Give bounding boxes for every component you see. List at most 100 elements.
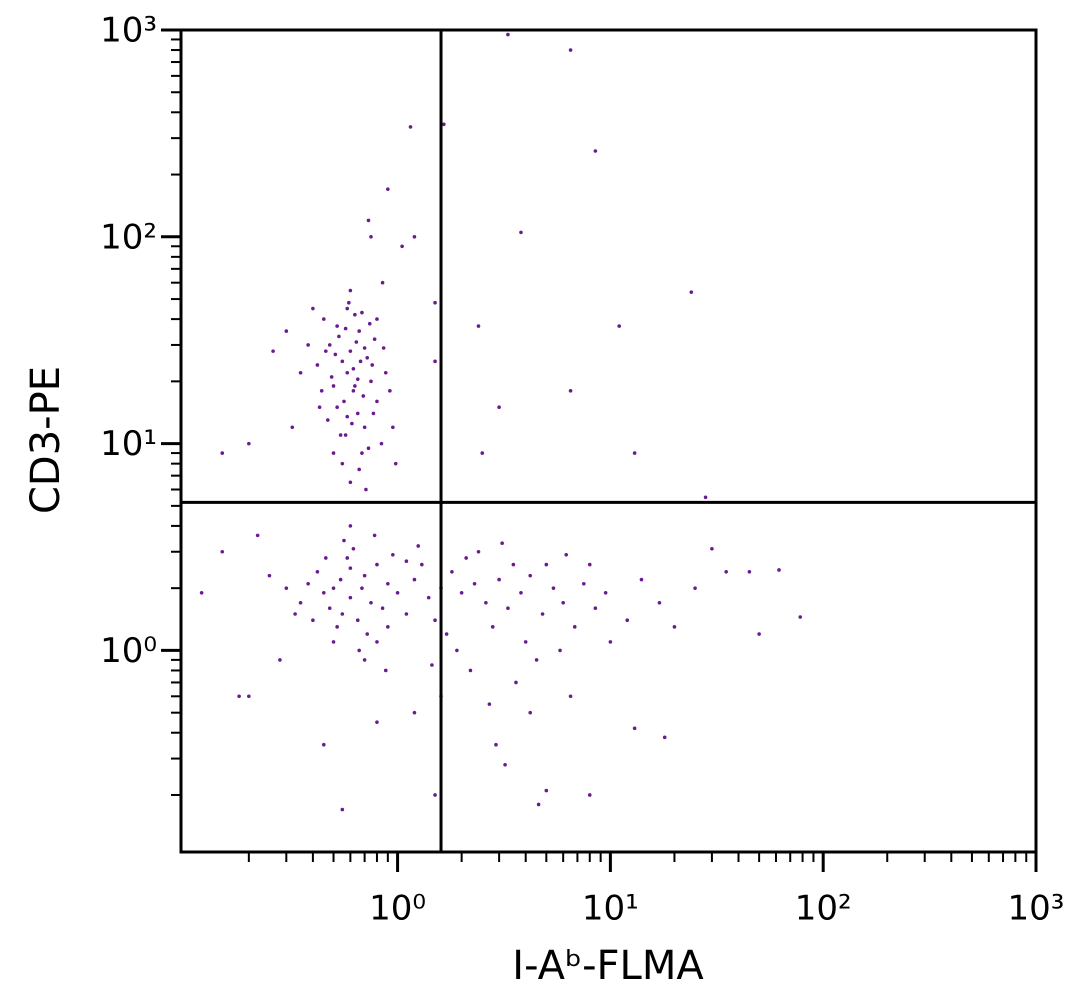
event-point (267, 573, 272, 578)
event-point (519, 230, 523, 235)
event-point (362, 346, 367, 350)
event-point (362, 658, 367, 662)
event-point (333, 352, 338, 357)
event-point (568, 48, 573, 52)
event-point (657, 600, 662, 605)
event-point (338, 577, 343, 582)
x-axis-label: I-Aᵇ-FLMA (512, 943, 704, 989)
event-point (383, 371, 388, 375)
event-point (278, 658, 282, 662)
event-point (587, 562, 592, 567)
event-point (662, 735, 667, 740)
event-point (329, 375, 334, 379)
event-point (514, 680, 518, 685)
event-point (357, 329, 361, 333)
event-point (237, 694, 241, 699)
event-point (357, 648, 361, 653)
event-point (503, 762, 507, 767)
event-point (433, 300, 437, 305)
event-point (338, 433, 343, 437)
event-point (348, 288, 353, 293)
event-point (327, 343, 332, 347)
event-point (247, 441, 251, 446)
event-point (348, 349, 353, 353)
x-tick-label: 10³ (1008, 889, 1065, 929)
event-point (351, 389, 356, 393)
event-point (365, 355, 370, 360)
event-point (315, 569, 320, 574)
event-point (360, 451, 364, 455)
event-point (360, 310, 364, 315)
event-point (528, 710, 533, 715)
event-point (534, 658, 539, 662)
event-point (366, 446, 371, 451)
event-point (404, 559, 409, 564)
event-point (331, 451, 336, 455)
x-tick-label: 10¹ (582, 889, 639, 929)
event-point (290, 425, 295, 430)
event-point (476, 324, 481, 328)
event-point (335, 625, 339, 629)
event-point (480, 451, 485, 455)
event-point (357, 467, 361, 472)
event-point (412, 710, 417, 715)
event-point (693, 586, 697, 590)
event-point (617, 324, 621, 328)
event-point (416, 544, 421, 548)
event-point (353, 384, 357, 388)
event-point (459, 590, 464, 595)
event-point (247, 694, 251, 699)
event-point (370, 363, 375, 367)
event-point (271, 349, 275, 353)
event-point (375, 640, 379, 644)
event-point (325, 418, 330, 422)
event-point (321, 590, 326, 595)
event-point (348, 566, 353, 570)
event-point (362, 573, 367, 578)
event-point (689, 290, 694, 294)
event-point (544, 788, 549, 793)
event-point (317, 405, 322, 409)
event-point (568, 389, 573, 393)
event-point (199, 590, 204, 595)
event-point (311, 306, 315, 311)
event-point (511, 562, 516, 567)
event-point (366, 218, 371, 223)
event-point (337, 334, 341, 339)
event-point (298, 371, 303, 375)
event-point (311, 618, 315, 623)
event-point (362, 425, 367, 430)
event-point (724, 569, 728, 574)
event-point (412, 235, 417, 239)
event-point (506, 32, 510, 37)
event-point (342, 399, 346, 404)
x-tick-label: 10² (795, 889, 852, 929)
event-point (340, 461, 345, 466)
event-point (433, 618, 437, 623)
event-point (587, 793, 592, 797)
event-point (777, 568, 781, 572)
event-point (350, 421, 354, 426)
event-point (455, 648, 459, 653)
event-point (348, 595, 353, 600)
event-point (404, 612, 409, 616)
event-point (632, 451, 637, 455)
event-point (335, 405, 339, 409)
event-point (220, 451, 225, 455)
event-point (468, 668, 473, 673)
event-point (388, 389, 392, 393)
event-point (544, 562, 549, 567)
event-point (386, 581, 390, 586)
event-point (412, 577, 417, 582)
event-point (367, 321, 372, 326)
event-point (494, 742, 498, 747)
plot-frame (179, 28, 1038, 854)
event-point (372, 533, 377, 538)
event-point (519, 590, 523, 595)
event-point (523, 640, 528, 644)
event-point (348, 524, 353, 528)
event-point (464, 556, 468, 560)
event-point (558, 648, 562, 653)
